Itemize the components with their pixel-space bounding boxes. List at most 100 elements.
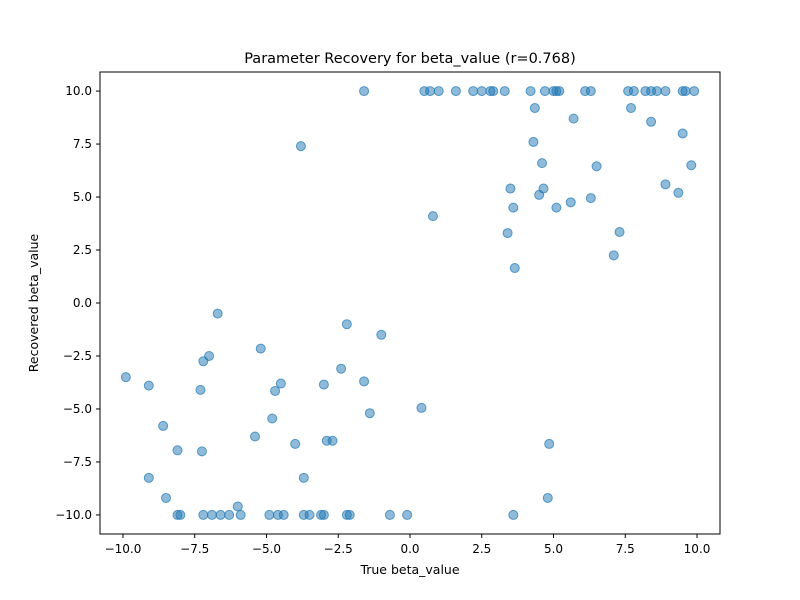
data-point-37 — [505, 183, 516, 194]
data-point-68 — [250, 431, 260, 442]
data-point-39 — [534, 189, 545, 200]
data-point-33 — [537, 158, 548, 169]
data-point-52 — [376, 329, 387, 340]
data-point-18 — [628, 86, 639, 97]
y-axis: −10.0 −7.5 −5.0 −2.5 0.0 2.5 5.0 7.5 10.0 — [55, 84, 100, 522]
data-point-40 — [673, 187, 684, 198]
data-point-57 — [120, 372, 131, 383]
data-point-25 — [689, 86, 700, 97]
data-point-91 — [304, 509, 315, 520]
data-point-76 — [143, 472, 154, 483]
data-point-77 — [161, 492, 172, 503]
data-point-73 — [172, 445, 183, 456]
x-tick-label-0: −10.0 — [105, 542, 142, 556]
data-point-36 — [660, 179, 671, 190]
data-point-4 — [450, 86, 461, 97]
data-point-42 — [565, 197, 576, 208]
data-point-60 — [275, 378, 286, 389]
data-point-43 — [508, 202, 519, 213]
data-point-48 — [608, 250, 619, 261]
data-point-63 — [270, 385, 281, 396]
data-point-82 — [198, 509, 209, 520]
data-point-0 — [359, 86, 370, 97]
points-layer — [120, 86, 700, 520]
data-point-45 — [427, 211, 438, 222]
data-point-78 — [542, 492, 553, 503]
data-point-2 — [425, 86, 436, 97]
data-point-97 — [402, 509, 413, 520]
x-tick-label-4: 0.0 — [400, 542, 419, 556]
y-tick-label-6: 5.0 — [73, 190, 92, 204]
data-point-51 — [341, 319, 352, 330]
y-tick-label-8: 10.0 — [65, 84, 92, 98]
data-point-53 — [255, 343, 266, 354]
data-point-10 — [525, 86, 536, 97]
x-tick-label-2: −5.0 — [252, 542, 281, 556]
data-point-30 — [677, 128, 688, 139]
data-point-70 — [327, 435, 338, 446]
data-point-47 — [614, 227, 625, 238]
y-axis-label: Recovered beta_value — [26, 233, 41, 372]
data-point-81 — [175, 509, 186, 520]
data-point-3 — [433, 86, 444, 97]
data-point-8 — [488, 86, 499, 97]
data-point-79 — [232, 501, 243, 512]
data-point-96 — [384, 509, 395, 520]
data-point-34 — [591, 161, 602, 172]
data-point-21 — [651, 86, 662, 97]
data-point-14 — [554, 86, 565, 97]
x-tick-label-5: 2.5 — [472, 542, 491, 556]
data-point-59 — [143, 380, 154, 391]
data-point-35 — [686, 160, 697, 171]
data-point-66 — [267, 413, 278, 424]
data-point-50 — [212, 308, 223, 319]
data-point-28 — [568, 113, 579, 124]
data-point-26 — [529, 103, 540, 114]
x-tick-label-8: 10.0 — [684, 542, 711, 556]
y-tick-label-2: −5.0 — [63, 402, 92, 416]
data-point-83 — [206, 509, 217, 520]
data-point-32 — [295, 141, 306, 152]
data-point-89 — [278, 509, 289, 520]
data-point-87 — [264, 509, 275, 520]
data-point-27 — [626, 103, 637, 114]
data-point-86 — [235, 509, 246, 520]
x-tick-label-6: 5.0 — [544, 542, 563, 556]
data-point-93 — [318, 509, 329, 520]
data-point-41 — [585, 193, 596, 204]
data-point-72 — [544, 438, 555, 449]
data-point-75 — [298, 472, 309, 483]
data-point-58 — [359, 376, 370, 387]
y-tick-label-0: −10.0 — [55, 508, 92, 522]
data-point-95 — [344, 509, 355, 520]
x-tick-label-3: −2.5 — [324, 542, 353, 556]
data-point-85 — [224, 509, 235, 520]
data-point-74 — [196, 446, 207, 457]
x-tick-label-1: −7.5 — [180, 542, 209, 556]
data-point-11 — [539, 86, 550, 97]
x-tick-label-7: 7.5 — [616, 542, 635, 556]
data-point-71 — [290, 438, 301, 449]
data-point-9 — [499, 86, 510, 97]
data-point-29 — [646, 116, 657, 127]
data-point-64 — [416, 402, 427, 413]
data-point-24 — [680, 86, 691, 97]
y-tick-label-7: 7.5 — [73, 137, 92, 151]
data-point-46 — [502, 228, 513, 239]
data-point-31 — [528, 136, 539, 147]
data-point-62 — [195, 384, 206, 395]
data-point-61 — [318, 379, 329, 390]
data-point-44 — [551, 202, 562, 213]
data-point-49 — [509, 263, 520, 274]
data-point-56 — [336, 363, 347, 374]
data-point-6 — [476, 86, 487, 97]
data-point-22 — [660, 86, 671, 97]
x-axis: −10.0 −7.5 −5.0 −2.5 0.0 2.5 5.0 7.5 10.0 — [105, 534, 711, 556]
data-point-16 — [585, 86, 596, 97]
chart-title: Parameter Recovery for beta_value (r=0.7… — [244, 51, 576, 67]
x-axis-label: True beta_value — [359, 562, 459, 577]
y-tick-label-1: −7.5 — [63, 455, 92, 469]
data-point-5 — [468, 86, 479, 97]
